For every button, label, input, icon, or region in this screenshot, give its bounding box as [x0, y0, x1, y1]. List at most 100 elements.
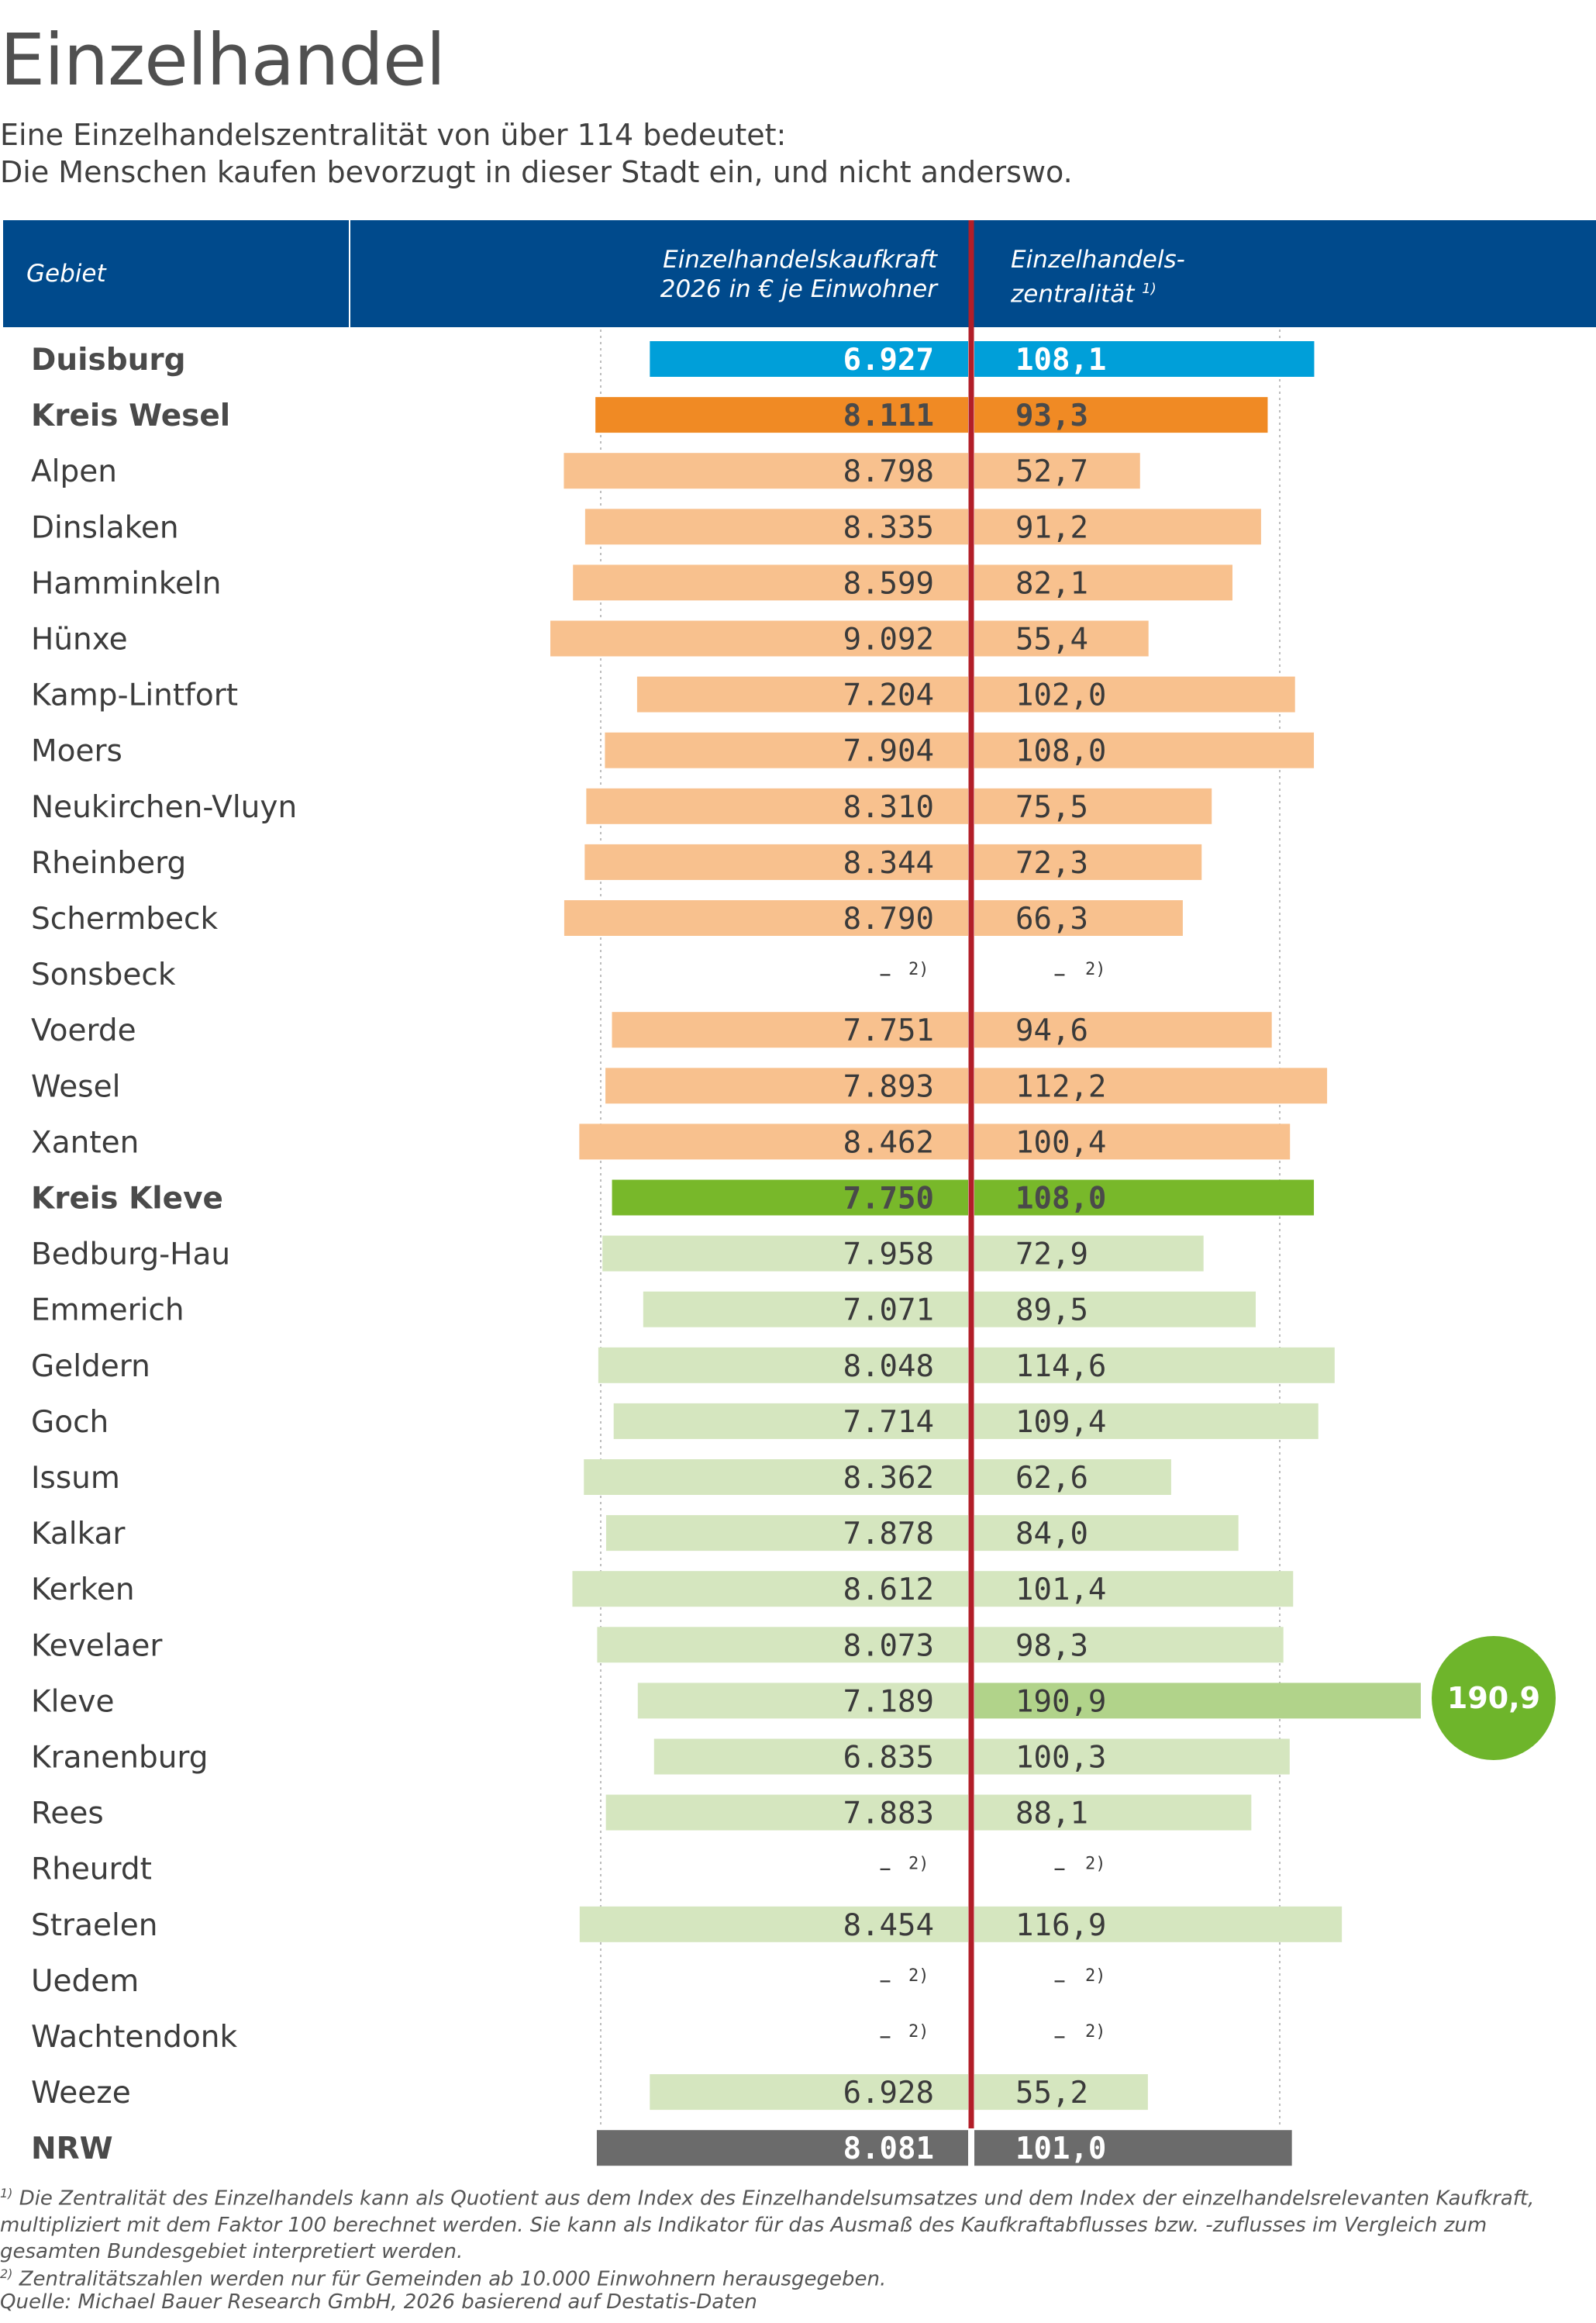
value-kaufkraft-goch: 7.714	[843, 1405, 934, 1440]
value-kaufkraft-kreis-kleve: 7.750	[843, 1182, 934, 1217]
value-zentralitaet-dinslaken: 91,2	[1015, 510, 1088, 545]
value-kaufkraft-straelen: 8.454	[843, 1908, 934, 1943]
bar-zentralitaet-wesel	[974, 1068, 1328, 1104]
bar-zentralitaet-kreis-kleve	[974, 1179, 1315, 1216]
row-label-nrw: NRW	[31, 2131, 113, 2166]
value-kaufkraft-kevelaer: 8.073	[843, 1628, 934, 1663]
value-zentralitaet-bedburg-hau: 72,9	[1015, 1237, 1088, 1272]
bar-zentralitaet-kalkar	[974, 1515, 1239, 1552]
bar-kaufkraft-rheinberg	[584, 844, 968, 880]
bar-kaufkraft-weeze	[650, 2074, 968, 2111]
header-kaufkraft: Einzelhandelskaufkraft 2026 in € je Einwo…	[660, 245, 937, 304]
bar-zentralitaet-geldern	[974, 1347, 1335, 1383]
header-divider	[349, 220, 350, 327]
bar-zentralitaet-kerken	[974, 1571, 1294, 1607]
value-kaufkraft-xanten: 8.462	[843, 1125, 934, 1160]
bar-kaufkraft-kranenburg	[653, 1738, 968, 1775]
value-zentralitaet-alpen: 52,7	[1015, 454, 1088, 489]
bar-zentralitaet-nrw	[974, 2130, 1292, 2166]
value-zentralitaet-kreis-kleve: 108,0	[1015, 1182, 1106, 1217]
bar-kaufkraft-kevelaer	[597, 1627, 968, 1663]
subtitle-line-1: Eine Einzelhandelszentralität von über 1…	[0, 118, 787, 152]
row-label-rheinberg: Rheinberg	[31, 846, 186, 881]
row-label-neukirchen-vluyn: Neukirchen-Vluyn	[31, 790, 297, 825]
value-kaufkraft-nrw: 8.081	[843, 2131, 934, 2166]
missing-kaufkraft-wachtendonk: –	[879, 2021, 891, 2050]
row-label-kamp-lintfort: Kamp-Lintfort	[31, 678, 238, 713]
row-label-kevelaer: Kevelaer	[31, 1628, 163, 1663]
value-zentralitaet-xanten: 100,4	[1015, 1125, 1106, 1160]
highlight-bubble-circle	[1432, 1636, 1556, 1760]
bar-kaufkraft-nrw	[596, 2130, 968, 2166]
value-kaufkraft-alpen: 8.798	[843, 454, 934, 489]
source-note: Quelle: Michael Bauer Research GmbH, 202…	[0, 2290, 757, 2314]
bar-kaufkraft-voerde	[612, 1012, 968, 1048]
value-zentralitaet-weeze: 55,2	[1015, 2076, 1088, 2111]
value-kaufkraft-kranenburg: 6.835	[843, 1741, 934, 1776]
row-label-kreis-kleve: Kreis Kleve	[31, 1182, 223, 1217]
bar-zentralitaet-neukirchen-vluyn	[974, 788, 1212, 824]
value-kaufkraft-bedburg-hau: 7.958	[843, 1237, 934, 1272]
bar-zentralitaet-rheinberg	[974, 844, 1202, 880]
value-kaufkraft-huenxe: 9.092	[843, 623, 934, 658]
bar-kaufkraft-hamminkeln	[573, 564, 968, 601]
row-label-goch: Goch	[31, 1405, 109, 1440]
row-label-kalkar: Kalkar	[31, 1517, 126, 1552]
row-label-duisburg: Duisburg	[31, 343, 186, 378]
chart-title: Einzelhandel	[0, 19, 446, 102]
bar-zentralitaet-dinslaken	[974, 509, 1261, 545]
value-zentralitaet-schermbeck: 66,3	[1015, 902, 1088, 937]
row-label-voerde: Voerde	[31, 1013, 136, 1048]
bar-zentralitaet-kamp-lintfort	[974, 676, 1295, 713]
value-zentralitaet-kerken: 101,4	[1015, 1572, 1106, 1607]
value-kaufkraft-rees: 7.883	[843, 1797, 934, 1831]
bar-zentralitaet-huenxe	[974, 620, 1149, 657]
bar-zentralitaet-moers	[974, 732, 1315, 768]
row-label-moers: Moers	[31, 734, 122, 769]
row-label-rees: Rees	[31, 1797, 104, 1831]
bar-zentralitaet-alpen	[974, 453, 1140, 489]
bar-zentralitaet-duisburg	[974, 341, 1315, 377]
header-zentralitaet-line2: zentralität	[1011, 280, 1135, 309]
highlight-bubble: 190,9	[1432, 1636, 1556, 1760]
row-label-emmerich: Emmerich	[31, 1293, 184, 1328]
value-zentralitaet-geldern: 114,6	[1015, 1349, 1106, 1384]
value-kaufkraft-neukirchen-vluyn: 8.310	[843, 790, 934, 825]
value-kaufkraft-kerken: 8.612	[843, 1572, 934, 1607]
value-zentralitaet-moers: 108,0	[1015, 734, 1106, 769]
row-label-alpen: Alpen	[31, 454, 117, 489]
row-label-wesel: Wesel	[31, 1069, 120, 1104]
bar-kaufkraft-bedburg-hau	[602, 1235, 968, 1272]
bar-zentralitaet-xanten	[974, 1124, 1291, 1160]
row-label-wachtendonk: Wachtendonk	[31, 2020, 237, 2055]
header-zentralitaet-note: 1)	[1142, 281, 1156, 297]
footnote-2: 2) Zentralitätszahlen werden nur für Gem…	[0, 2261, 1589, 2293]
row-label-huenxe: Hünxe	[31, 623, 128, 658]
value-zentralitaet-kalkar: 84,0	[1015, 1517, 1088, 1552]
value-labels: 6.927 108,1 8.111 93,3 8.798 52,7 8.335 91,2 8.5…	[843, 343, 1107, 2166]
value-kaufkraft-rheinberg: 8.344	[843, 846, 934, 881]
row-label-schermbeck: Schermbeck	[31, 902, 218, 937]
bar-kaufkraft-goch	[613, 1403, 968, 1439]
bar-kaufkraft-neukirchen-vluyn	[586, 788, 968, 824]
value-kaufkraft-kleve: 7.189	[843, 1684, 934, 1719]
footnote-2-mark: 2)	[0, 2266, 13, 2281]
bar-zentralitaet-kevelaer	[974, 1627, 1284, 1663]
bar-zentralitaet-emmerich	[974, 1291, 1256, 1327]
highlight-bubble-label: 190,9	[1447, 1681, 1540, 1715]
missing-zentralitaet-note-sonsbeck: 2)	[1085, 960, 1106, 979]
value-kaufkraft-kreis-wesel: 8.111	[843, 399, 934, 433]
row-label-issum: Issum	[31, 1461, 120, 1496]
bar-kaufkraft-wesel	[605, 1068, 968, 1104]
bar-zentralitaet-hamminkeln	[974, 564, 1232, 601]
value-kaufkraft-duisburg: 6.927	[843, 343, 934, 378]
bar-zentralitaet-kranenburg	[974, 1738, 1290, 1775]
row-label-kerken: Kerken	[31, 1572, 135, 1607]
footnote-2-text: Zentralitätszahlen werden nur für Gemein…	[19, 2267, 887, 2291]
value-kaufkraft-dinslaken: 8.335	[843, 510, 934, 545]
bar-zentralitaet-voerde	[974, 1012, 1272, 1048]
value-zentralitaet-goch: 109,4	[1015, 1405, 1106, 1440]
footnote-1-mark: 1)	[0, 2186, 13, 2200]
row-label-bedburg-hau: Bedburg-Hau	[31, 1237, 230, 1272]
subtitle-line-2: Die Menschen kaufen bevorzugt in dieser …	[0, 155, 1073, 189]
